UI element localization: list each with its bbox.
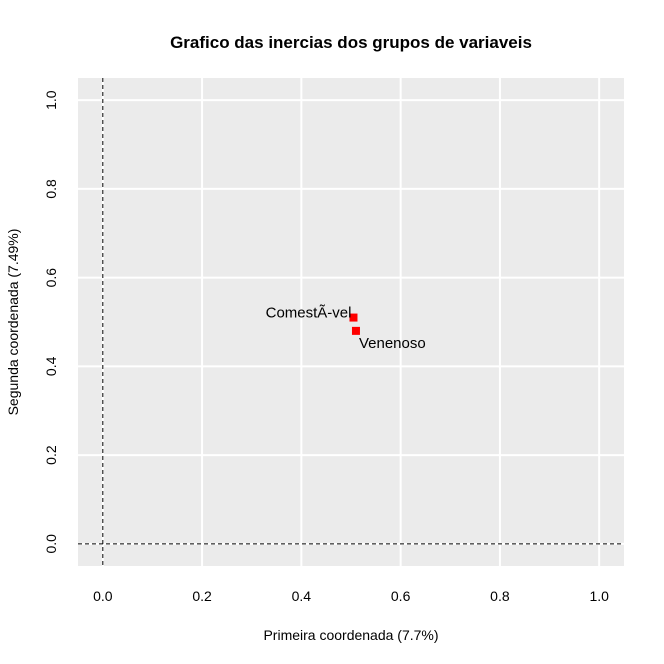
x-tick-label: 0.8 [490,588,510,604]
reference-lines [78,78,624,566]
data-points: ComestÃ-vel Venenoso [266,305,426,352]
y-tick-label: 0.0 [43,534,59,554]
x-axis-label: Primeira coordenada (7.7%) [263,627,438,643]
y-axis-label: Segunda coordenada (7.49%) [5,229,21,416]
data-point [351,326,360,335]
plot-area [78,78,624,566]
x-tick-label: 0.0 [93,588,113,604]
y-tick-label: 1.0 [43,90,59,110]
point-label: ComestÃ-vel [266,305,352,322]
x-tick-label: 0.6 [391,588,411,604]
point-label: Venenoso [359,335,426,352]
x-tick-label: 1.0 [589,588,609,604]
x-tick-label: 0.2 [192,588,212,604]
y-tick-label: 0.6 [43,268,59,288]
axes: 0.0 0.2 0.4 0.6 0.8 1.0 0.0 0.2 0.4 0.6 0.8 1.0 [43,90,609,604]
y-tick-label: 0.2 [43,445,59,465]
x-tick-label: 0.4 [292,588,312,604]
data-point [349,313,358,322]
chart-title: Grafico das inercias dos grupos de varia… [170,33,532,52]
y-tick-label: 0.4 [43,356,59,376]
y-tick-label: 0.8 [43,179,59,199]
